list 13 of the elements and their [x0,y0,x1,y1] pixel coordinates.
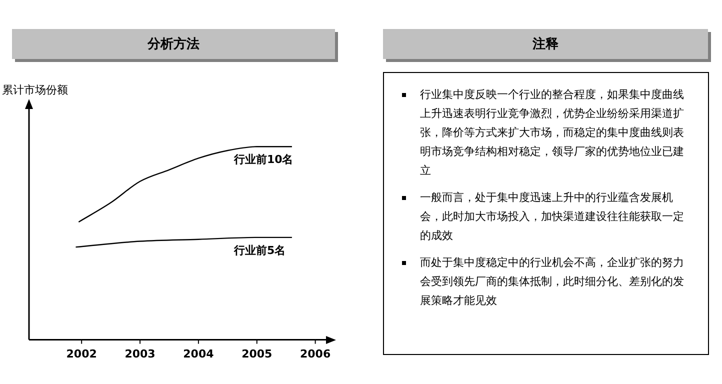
x-tick-label: 2006 [300,347,331,360]
text: 一般而言，处于集中度迅速上升中的行业蕴含发展机会，此时加大市场投入，加快渠道建设往往能获取一定的成效 [420,190,685,244]
series-label: 行业前10名 [232,152,294,166]
x-tick-label: 2002 [66,347,97,360]
y-axis-title: 累计市场份额 [2,83,68,96]
text: 注释 [532,36,558,53]
chart-title: 分析方法 [148,36,200,53]
text: 而处于集中度稳定中的行业机会不高，企业扩张的努力会受到领先厂商的集体抵制，此时细分化、差别化的发展策略才能见效 [420,255,685,309]
series-label: 行业前5名 [232,244,286,257]
x-tick-label: 2004 [183,347,214,360]
text: 行业集中度反映一个行业的整合程度，如果集中度曲线上升迅速表明行业竞争激烈，优势企业纷纷采用渠道扩张，降价等方式来扩大市场，而稳定的集中度曲线则表明市场竞争结构相对稳定，领导厂家的优势地位业已建立 [420,87,685,179]
x-tick-label: 2003 [124,347,156,360]
x-tick-label: 2005 [242,347,272,360]
